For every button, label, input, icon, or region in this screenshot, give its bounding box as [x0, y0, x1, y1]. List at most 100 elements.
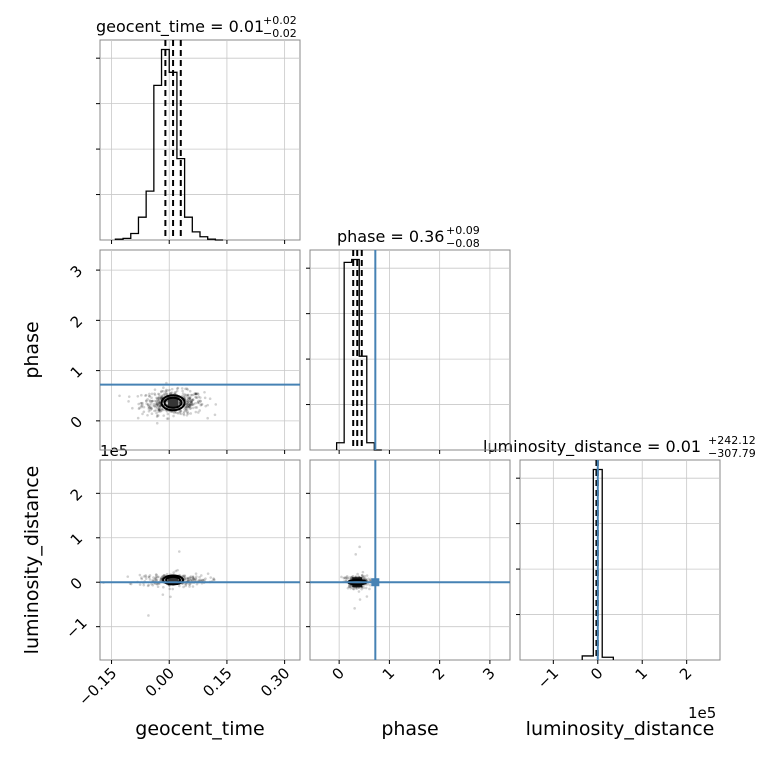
sample-point — [175, 387, 179, 390]
histogram-phase — [335, 258, 382, 451]
sample-point — [156, 575, 159, 579]
sample-point — [147, 575, 151, 579]
sample-point — [145, 399, 148, 402]
sample-point — [163, 574, 166, 577]
sample-point — [190, 403, 193, 407]
sample-point — [139, 401, 143, 405]
sample-point — [157, 407, 160, 411]
sample-point — [187, 400, 190, 403]
sample-point — [178, 410, 181, 413]
sample-point — [140, 401, 143, 405]
ylabel-phase: phase — [21, 321, 43, 378]
sample-point — [150, 396, 153, 399]
sample-point — [159, 576, 163, 580]
sample-point — [138, 406, 141, 410]
sample-point — [161, 593, 165, 596]
sample-point — [155, 582, 159, 586]
ytick-label-luminosity_distance-0: −1 — [62, 614, 90, 642]
sample-point — [158, 405, 161, 409]
sample-point — [188, 397, 191, 400]
sample-point — [144, 394, 147, 397]
sample-point — [159, 405, 162, 408]
sample-point — [346, 586, 350, 590]
sample-point — [196, 401, 200, 405]
sample-point — [148, 404, 152, 407]
sample-point — [185, 577, 188, 580]
sample-point — [348, 584, 351, 588]
sample-point — [186, 404, 189, 408]
sample-point — [191, 406, 195, 410]
sample-point — [179, 409, 183, 413]
panel-2d-geocent_time-luminosity_distance — [99, 459, 301, 661]
sample-point — [175, 411, 178, 415]
sample-point — [145, 399, 148, 403]
sample-point — [182, 574, 185, 578]
sample-point — [162, 585, 165, 589]
contour-geocent_time-phase-1 — [160, 394, 186, 412]
sample-point — [364, 586, 368, 590]
sample-point — [156, 414, 160, 417]
sample-point — [149, 406, 153, 410]
sample-point — [187, 405, 191, 409]
sample-point — [362, 586, 366, 590]
sample-point — [197, 395, 201, 398]
sample-point — [148, 394, 151, 398]
xtick-label-geocent_time-3: 0.30 — [257, 664, 293, 700]
sample-point — [360, 573, 364, 577]
sample-point — [146, 584, 150, 588]
sample-point — [192, 577, 196, 580]
sample-point — [155, 401, 159, 405]
sample-point — [155, 397, 159, 401]
sample-point — [157, 400, 161, 404]
sample-point — [187, 400, 190, 404]
sample-point — [154, 576, 158, 580]
sample-point — [185, 401, 189, 405]
sample-point — [194, 410, 198, 414]
sample-point — [170, 391, 174, 394]
sample-point — [194, 392, 198, 396]
sample-point — [183, 406, 187, 409]
sample-point — [186, 393, 190, 397]
sample-point — [146, 403, 150, 406]
sample-point — [155, 421, 159, 425]
sample-point — [188, 403, 192, 407]
sample-point — [196, 392, 200, 396]
sample-point — [369, 579, 372, 582]
sample-point — [351, 574, 355, 578]
sample-point — [198, 401, 201, 405]
sample-point — [350, 575, 353, 579]
sample-point — [147, 409, 151, 413]
sample-point — [156, 398, 160, 402]
sample-point — [165, 410, 169, 413]
sample-point — [191, 403, 194, 406]
sample-point — [189, 577, 192, 580]
sample-point — [348, 585, 352, 589]
sample-point — [192, 402, 196, 406]
sample-point — [176, 411, 180, 415]
sample-point — [154, 404, 158, 407]
sample-point — [195, 582, 199, 586]
sample-point — [186, 388, 189, 391]
sample-point — [184, 407, 188, 410]
sample-point — [160, 394, 164, 398]
xlabel-phase: phase — [381, 718, 438, 740]
sample-point — [156, 404, 160, 407]
sample-point — [151, 579, 155, 582]
title-phase-lower-error: −0.08 — [446, 237, 480, 250]
sample-point — [188, 582, 192, 586]
sample-point — [149, 402, 153, 405]
title-geocent-time-lower-error: −0.02 — [263, 27, 297, 40]
sample-point — [365, 574, 369, 577]
sample-point — [192, 393, 195, 397]
sample-point — [206, 572, 210, 575]
sample-point — [179, 412, 183, 416]
sample-point — [194, 392, 198, 396]
sample-point — [161, 575, 164, 578]
sample-point — [201, 578, 204, 582]
sample-point — [147, 407, 151, 411]
sample-point — [157, 399, 161, 402]
sample-point — [189, 412, 193, 415]
sample-point — [185, 399, 188, 403]
sample-point — [187, 578, 190, 582]
